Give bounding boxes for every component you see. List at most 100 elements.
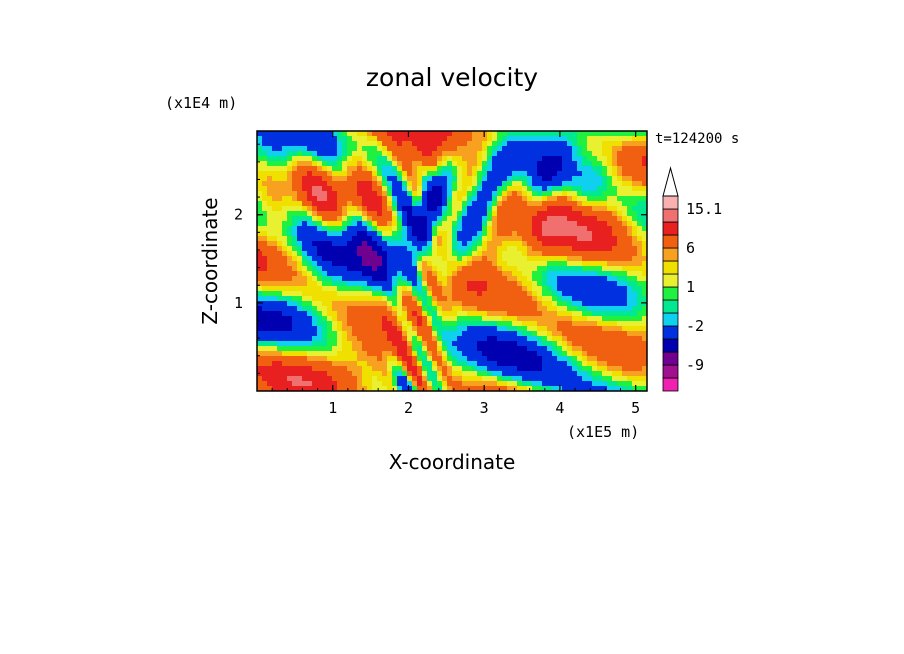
contour-cell	[317, 386, 323, 391]
contour-cell	[442, 166, 448, 172]
contour-cell	[572, 246, 578, 252]
contour-cell	[387, 276, 393, 282]
contour-cell	[432, 166, 438, 172]
contour-cell	[442, 291, 448, 297]
contour-cell	[522, 371, 528, 377]
contour-cell	[497, 361, 503, 367]
contour-cell	[357, 196, 363, 202]
contour-cell	[472, 231, 478, 237]
contour-cell	[542, 161, 548, 167]
contour-cell	[307, 386, 313, 391]
contour-cell	[622, 316, 628, 322]
contour-cell	[287, 311, 293, 317]
contour-cell	[392, 201, 398, 207]
contour-cell	[357, 331, 363, 337]
contour-cell	[447, 161, 453, 167]
contour-cell	[572, 376, 578, 382]
contour-cell	[397, 336, 403, 342]
contour-cell	[452, 241, 458, 247]
contour-cell	[367, 326, 373, 332]
contour-cell	[477, 346, 483, 352]
contour-cell	[307, 336, 313, 342]
contour-cell	[482, 316, 488, 322]
contour-cell	[267, 146, 273, 152]
contour-cell	[352, 206, 358, 212]
contour-cell	[582, 221, 588, 227]
contour-cell	[592, 351, 598, 357]
contour-cell	[472, 151, 478, 157]
contour-cell	[552, 141, 558, 147]
contour-cell	[537, 211, 543, 217]
contour-cell	[547, 276, 553, 282]
contour-cell	[517, 311, 523, 317]
contour-cell	[512, 371, 518, 377]
contour-cell	[377, 386, 383, 391]
contour-cell	[602, 296, 608, 302]
contour-cell	[267, 191, 273, 197]
contour-cell	[567, 336, 573, 342]
contour-cell	[327, 206, 333, 212]
contour-cell	[487, 321, 493, 327]
contour-cell	[312, 236, 318, 242]
contour-cell	[612, 141, 618, 147]
contour-cell	[542, 196, 548, 202]
contour-cell	[587, 141, 593, 147]
contour-cell	[612, 196, 618, 202]
contour-cell	[567, 201, 573, 207]
contour-cell	[417, 346, 423, 352]
contour-cell	[327, 291, 333, 297]
contour-cell	[357, 281, 363, 287]
contour-cell	[562, 336, 568, 342]
contour-cell	[592, 206, 598, 212]
contour-cell	[282, 351, 288, 357]
contour-cell	[397, 221, 403, 227]
contour-cell	[532, 351, 538, 357]
contour-cell	[542, 281, 548, 287]
contour-cell	[307, 356, 313, 362]
contour-cell	[457, 311, 463, 317]
contour-cell	[297, 291, 303, 297]
contour-cell	[292, 136, 298, 142]
contour-cell	[342, 191, 348, 197]
contour-cell	[577, 201, 583, 207]
contour-cell	[577, 286, 583, 292]
contour-cell	[492, 341, 498, 347]
contour-cell	[557, 366, 563, 372]
contour-cell	[467, 331, 473, 337]
contour-cell	[262, 166, 268, 172]
contour-cell	[597, 321, 603, 327]
contour-cell	[567, 381, 573, 387]
contour-cell	[537, 266, 543, 272]
contour-cell	[542, 316, 548, 322]
contour-cell	[312, 141, 318, 147]
contour-cell	[307, 371, 313, 377]
contour-cell	[442, 236, 448, 242]
contour-cell	[447, 266, 453, 272]
contour-cell	[442, 266, 448, 272]
contour-cell	[472, 186, 478, 192]
contour-cell	[342, 251, 348, 257]
contour-cell	[492, 226, 498, 232]
contour-cell	[517, 201, 523, 207]
contour-cell	[392, 186, 398, 192]
contour-cell	[437, 316, 443, 322]
contour-cell	[267, 211, 273, 217]
contour-cell	[322, 146, 328, 152]
contour-cell	[567, 181, 573, 187]
contour-cell	[372, 171, 378, 177]
contour-cell	[377, 136, 383, 142]
contour-cell	[382, 371, 388, 377]
contour-cell	[297, 211, 303, 217]
contour-cell	[287, 176, 293, 182]
contour-cell	[312, 131, 318, 137]
contour-cell	[497, 366, 503, 372]
contour-cell	[347, 196, 353, 202]
contour-cell	[347, 236, 353, 242]
contour-cell	[417, 181, 423, 187]
contour-cell	[522, 331, 528, 337]
contour-cell	[432, 151, 438, 157]
contour-cell	[487, 131, 493, 137]
contour-cell	[262, 251, 268, 257]
contour-cell	[352, 316, 358, 322]
contour-cell	[392, 181, 398, 187]
